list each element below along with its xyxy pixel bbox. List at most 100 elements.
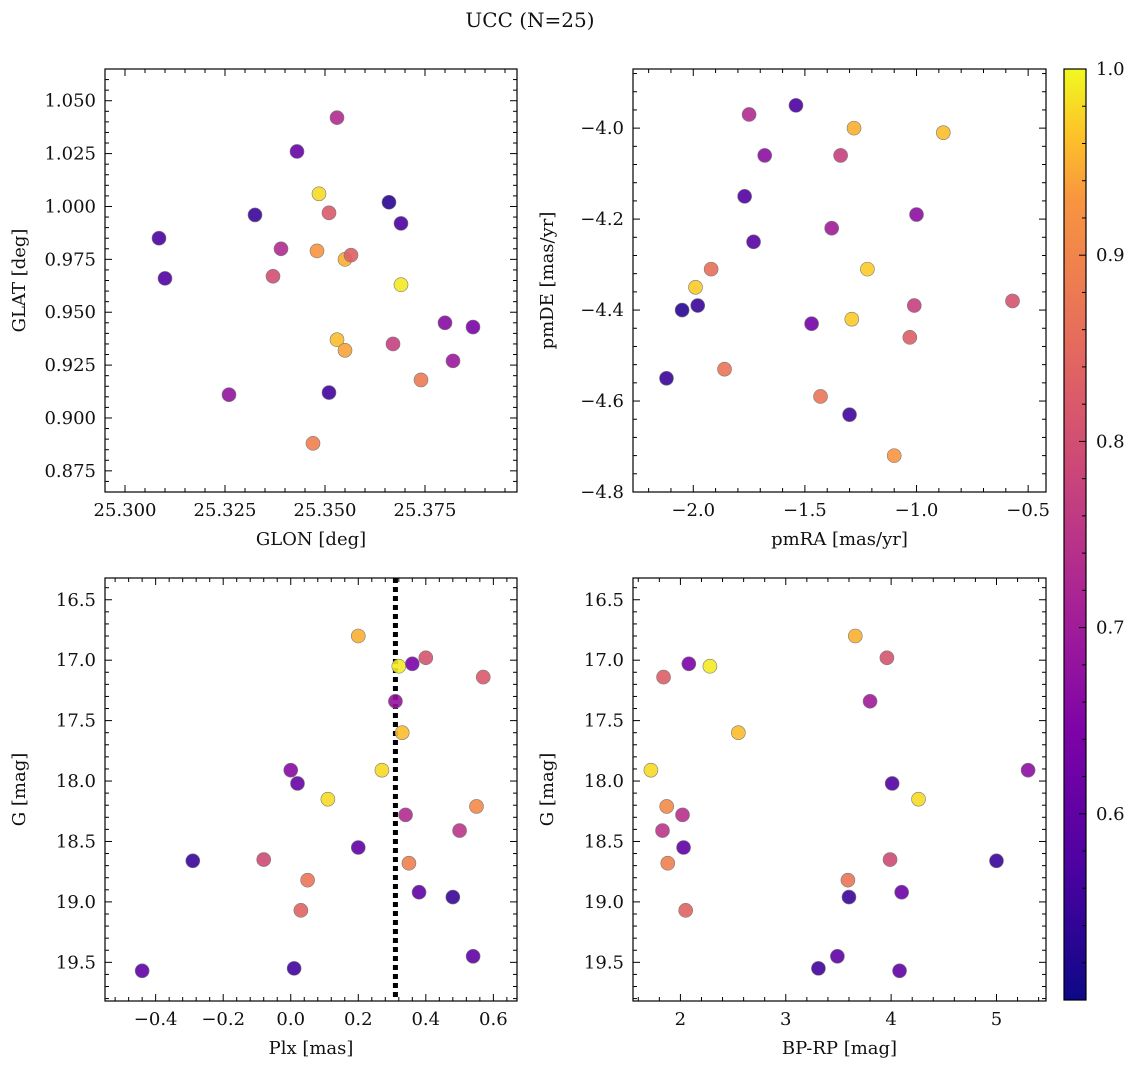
data-point: [445, 889, 461, 905]
colorbar-frame: [1063, 68, 1087, 1001]
data-point: [1020, 762, 1036, 778]
data-point: [894, 884, 909, 900]
data-point: [824, 220, 839, 236]
data-point: [886, 448, 902, 463]
data-point: [309, 243, 325, 259]
y-tick-label: −4.2: [580, 209, 624, 230]
data-point: [321, 385, 337, 400]
data-point: [936, 125, 951, 140]
data-point: [902, 330, 918, 345]
data-points: [659, 98, 1020, 463]
data-point: [906, 298, 922, 313]
data-point: [830, 948, 845, 964]
figure-title: UCC (N=25): [465, 8, 594, 32]
data-point: [655, 823, 670, 838]
x-tick-label: 2: [675, 1009, 686, 1030]
y-tick-label: 0.900: [44, 408, 96, 429]
data-point: [385, 336, 401, 352]
data-point: [398, 807, 413, 823]
y-tick-label: 17.0: [56, 650, 96, 671]
data-point: [437, 315, 453, 331]
data-point: [846, 120, 862, 136]
data-point: [283, 762, 299, 778]
data-point: [675, 807, 690, 823]
data-point: [405, 656, 420, 672]
axes-frame: [632, 577, 1047, 1002]
data-points: [643, 628, 1036, 979]
data-point: [702, 658, 718, 674]
data-point: [388, 693, 403, 709]
x-axis-label: pmRA [mas/yr]: [771, 529, 908, 550]
data-point: [350, 628, 366, 644]
x-tick-label: 3: [780, 1009, 791, 1030]
data-point: [909, 207, 924, 222]
data-point: [860, 261, 875, 277]
y-tick-label: 1.050: [44, 91, 96, 112]
y-tick-label: 19.5: [584, 952, 624, 973]
y-tick-label: 0.950: [44, 302, 96, 323]
x-tick-label: 0.6: [479, 1009, 508, 1030]
data-point: [1005, 293, 1020, 309]
colorbar-tick-label: 0.6: [1096, 804, 1125, 825]
data-point: [475, 669, 491, 685]
data-point: [813, 389, 828, 404]
data-point: [350, 840, 366, 855]
data-point: [656, 669, 671, 685]
colorbar: 0.6 0.7 0.8 0.9 1.0: [1063, 59, 1125, 1001]
ticks: [633, 69, 1046, 493]
x-tick-label: 5: [991, 1009, 1002, 1030]
data-point: [381, 194, 397, 210]
data-point: [989, 853, 1004, 869]
colorbar-tick-label: 1.0: [1096, 59, 1125, 80]
data-point: [737, 189, 752, 204]
data-point: [842, 407, 857, 422]
data-point: [413, 372, 429, 388]
y-axis-label: GLAT [deg]: [9, 229, 30, 333]
data-point: [833, 148, 848, 163]
data-point: [300, 872, 315, 888]
data-point: [469, 799, 484, 814]
y-axis-label: G [mag]: [9, 753, 30, 826]
data-point: [265, 268, 281, 284]
x-tick-label: 25.350: [294, 500, 357, 521]
data-point: [329, 332, 345, 348]
axes-frame: [104, 577, 518, 1002]
data-point: [884, 776, 900, 791]
y-tick-label: −4.8: [580, 482, 624, 503]
y-tick-label: 19.0: [584, 892, 624, 913]
y-axis-label: pmDE [mas/yr]: [537, 212, 558, 350]
x-axis-label: GLON [deg]: [256, 529, 366, 550]
x-tick-label: −1.0: [895, 500, 939, 521]
data-point: [321, 205, 337, 221]
x-tick-label: −1.5: [783, 500, 827, 521]
x-tick-label: −0.4: [134, 1009, 178, 1030]
data-point: [659, 370, 674, 386]
data-point: [452, 823, 467, 838]
x-tick-label: 25.300: [94, 500, 157, 521]
data-point: [411, 884, 427, 900]
y-tick-label: 0.975: [44, 249, 96, 270]
data-point: [293, 903, 309, 918]
data-point: [221, 387, 237, 403]
y-tick-label: 17.0: [584, 650, 624, 671]
panels: 25.300 25.325 25.350 25.375 0.875 0.900 0.925 0…: [9, 68, 1050, 1059]
data-point: [841, 889, 857, 905]
data-point: [337, 342, 353, 358]
data-point: [911, 791, 926, 807]
y-tick-label: 0.925: [44, 355, 96, 376]
data-point: [840, 872, 856, 888]
data-point: [465, 948, 481, 964]
data-point: [643, 762, 659, 778]
y-tick-label: 0.875: [44, 461, 96, 482]
y-tick-label: 17.5: [584, 711, 624, 732]
y-tick-label: 16.5: [584, 590, 624, 611]
data-point: [892, 963, 907, 979]
data-point: [134, 963, 150, 979]
data-point: [311, 186, 327, 202]
y-tick-label: 18.5: [584, 831, 624, 852]
y-tick-label: 18.0: [56, 771, 96, 792]
y-tick-label: 16.5: [56, 590, 96, 611]
data-point: [678, 903, 693, 918]
data-point: [731, 725, 746, 740]
y-axis-label: G [mag]: [537, 753, 558, 826]
